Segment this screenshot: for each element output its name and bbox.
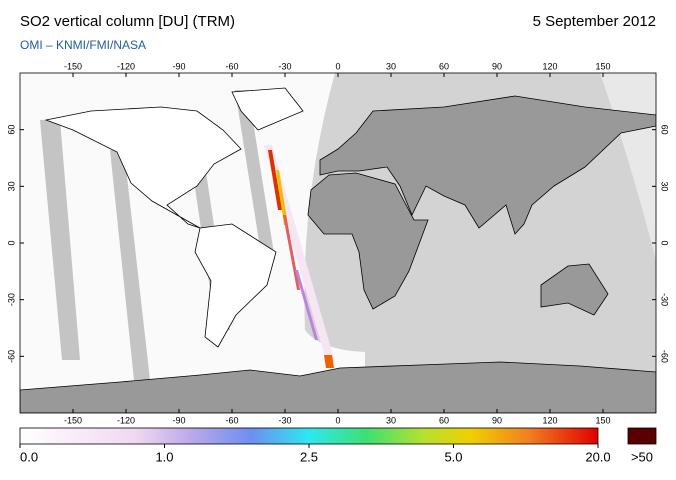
lat-tick-label: -30 bbox=[6, 293, 16, 306]
lon-tick-label: 30 bbox=[386, 61, 396, 71]
subtitle: OMI – KNMI/FMI/NASA bbox=[20, 38, 146, 52]
lat-tick-label: 0 bbox=[6, 240, 16, 245]
lon-tick-label: -150 bbox=[64, 415, 82, 425]
colorbar-tick-label: 2.5 bbox=[300, 449, 318, 464]
lon-tick-label: -90 bbox=[172, 61, 185, 71]
lon-tick-label: 150 bbox=[595, 415, 610, 425]
lon-tick-label: -90 bbox=[172, 415, 185, 425]
lon-tick-label: 90 bbox=[492, 61, 502, 71]
lon-tick-label: 120 bbox=[542, 61, 557, 71]
so2-swath bbox=[264, 145, 335, 368]
eurasia bbox=[319, 95, 656, 235]
lon-tick-label: -60 bbox=[225, 61, 238, 71]
title: SO2 vertical column [DU] (TRM) bbox=[20, 13, 235, 30]
lat-tick-label: 0 bbox=[660, 240, 670, 245]
lon-tick-label: -30 bbox=[278, 61, 291, 71]
antarctica bbox=[20, 361, 656, 413]
north-america bbox=[44, 106, 242, 229]
lon-tick-label: 150 bbox=[595, 61, 610, 71]
lon-tick-label: 0 bbox=[335, 415, 340, 425]
colorbar-labels: 0.0 1.0 2.5 5.0 20.0 bbox=[19, 444, 611, 464]
lon-tick-label: -60 bbox=[225, 415, 238, 425]
greenland bbox=[231, 87, 304, 131]
colorbar-tick-label: 1.0 bbox=[155, 449, 173, 464]
colorbar-tick-label: 0.0 bbox=[20, 449, 38, 464]
lon-tick-label: 60 bbox=[439, 61, 449, 71]
overflow-label: >50 bbox=[631, 449, 653, 464]
lat-tick-label: -30 bbox=[660, 293, 670, 306]
map bbox=[20, 73, 656, 413]
map-ticks: -150 -150 -120 -120 -90 -90 -60 -60 -30 -30 0 0 30 30… bbox=[6, 61, 669, 425]
lon-tick-label: -30 bbox=[278, 415, 291, 425]
lat-tick-label: 30 bbox=[660, 181, 670, 191]
lat-tick-label: 60 bbox=[660, 125, 670, 135]
date: 5 September 2012 bbox=[533, 13, 656, 30]
lat-tick-label: -60 bbox=[660, 350, 670, 363]
colorbar-tick-label: 20.0 bbox=[585, 449, 610, 464]
data-region bbox=[20, 73, 365, 413]
lon-tick-label: 120 bbox=[542, 415, 557, 425]
lon-tick-label: -150 bbox=[64, 61, 82, 71]
lat-tick-label: 60 bbox=[6, 125, 16, 135]
australia bbox=[540, 263, 609, 316]
colorbar-tick-label: 5.0 bbox=[444, 449, 462, 464]
south-america bbox=[194, 223, 277, 348]
lon-tick-label: 30 bbox=[386, 415, 396, 425]
lon-tick-label: 60 bbox=[439, 415, 449, 425]
colorbar-overflow bbox=[627, 427, 657, 445]
lon-tick-label: -120 bbox=[117, 61, 135, 71]
colorbar bbox=[19, 427, 599, 445]
lat-tick-label: 30 bbox=[6, 181, 16, 191]
lon-tick-label: 90 bbox=[492, 415, 502, 425]
africa bbox=[307, 172, 429, 310]
lat-tick-label: -60 bbox=[6, 350, 16, 363]
lon-tick-label: 0 bbox=[335, 61, 340, 71]
lon-tick-label: -120 bbox=[117, 415, 135, 425]
